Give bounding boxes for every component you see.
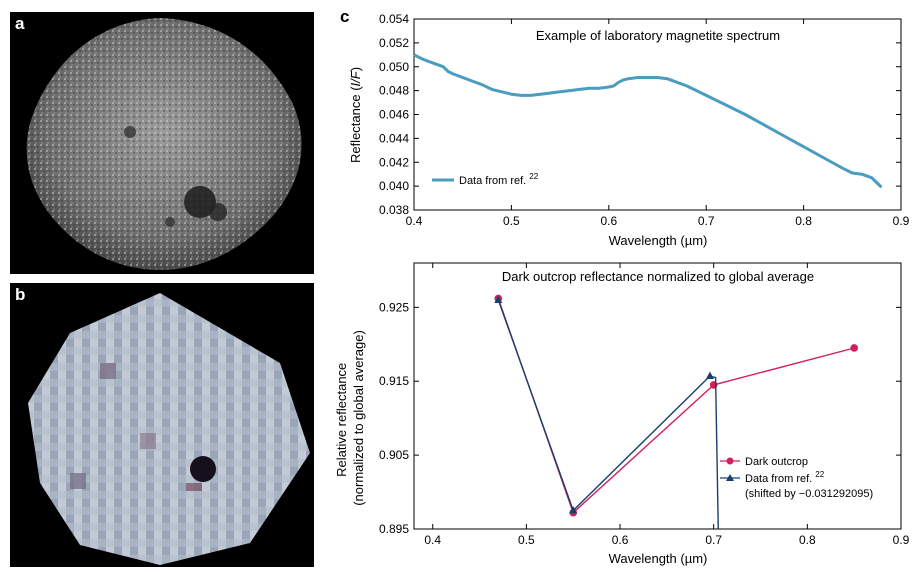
top-chart-ylabel: Reflectance (I/F) (348, 67, 363, 163)
bottom-chart-xlabel: Wavelength (µm) (609, 551, 708, 566)
legend-ref-note: (shifted by −0.031292095) (745, 488, 873, 500)
panel-label-a: a (15, 14, 25, 33)
top-legend-label: Data from ref. 22 (459, 172, 539, 187)
bottom-xtick-label: 0.4 (424, 533, 441, 547)
bottom-ytick-label: 0.895 (379, 522, 409, 536)
ref-data-point (569, 506, 578, 514)
asteroid-image-b (10, 283, 314, 567)
bottom-xtick-label: 0.6 (612, 533, 629, 547)
bottom-xtick-label: 0.5 (518, 533, 535, 547)
top-xtick-label: 0.8 (795, 214, 812, 228)
top-chart-frame (413, 18, 902, 211)
bottom-chart-legend: Dark outcrop Data from ref. 22 (shifted … (720, 456, 873, 500)
dark-outcrop-line (497, 298, 855, 514)
ref-data-line (497, 299, 719, 529)
ref-data-point (494, 295, 503, 303)
top-ytick-label: 0.050 (379, 60, 409, 74)
dark-outcrop-point (709, 381, 718, 389)
legend-dark-outcrop-label: Dark outcrop (745, 456, 808, 468)
bottom-xtick-label: 0.7 (705, 533, 722, 547)
top-ytick-label: 0.046 (379, 108, 409, 122)
magnetite-spectrum-line (413, 53, 883, 189)
bottom-chart-ylabel: Relative reflectance (normalized to glob… (334, 330, 366, 506)
bottom-xtick-label: 0.8 (799, 533, 816, 547)
bottom-ytick-label: 0.925 (379, 300, 409, 314)
top-ytick-label: 0.038 (379, 203, 409, 217)
top-chart-xlabel: Wavelength (µm) (609, 233, 708, 248)
bottom-chart-frame (413, 262, 902, 530)
top-ytick-label: 0.044 (379, 131, 409, 145)
panel-label-b: b (15, 285, 26, 304)
asteroid-color-picture (28, 293, 310, 565)
top-xtick-label: 0.5 (503, 214, 520, 228)
legend-dark-outcrop-marker (726, 457, 734, 465)
top-xtick-label: 0.4 (406, 214, 423, 228)
top-ytick-label: 0.054 (379, 12, 409, 26)
top-chart-title: Example of laboratory magnetite spectrum (536, 28, 780, 43)
panel-label-c: c (340, 7, 350, 26)
top-xtick-label: 0.9 (893, 214, 910, 228)
top-ytick-label: 0.040 (379, 179, 409, 193)
dark-outcrop-point (850, 344, 858, 352)
ref-data-point (705, 371, 714, 380)
top-xtick-label: 0.7 (698, 214, 715, 228)
legend-ref-marker (726, 474, 734, 481)
asteroid-image-a (10, 12, 314, 274)
bottom-chart-title: Dark outcrop reflectance normalized to g… (502, 269, 814, 284)
bottom-ytick-label: 0.905 (379, 448, 409, 462)
dark-outcrop-point (569, 508, 578, 517)
top-ytick-label: 0.042 (379, 155, 409, 169)
asteroid-grayscale-picture (26, 18, 302, 270)
legend-ref-label: Data from ref. 22 (745, 470, 825, 485)
top-ytick-label: 0.052 (379, 36, 409, 50)
bottom-ytick-label: 0.915 (379, 374, 409, 388)
top-chart-legend: Data from ref. 22 (432, 172, 539, 187)
dark-outcrop-point (494, 294, 503, 303)
top-xtick-label: 0.6 (600, 214, 617, 228)
top-ytick-label: 0.048 (379, 84, 409, 98)
bottom-xtick-label: 0.9 (893, 533, 910, 547)
